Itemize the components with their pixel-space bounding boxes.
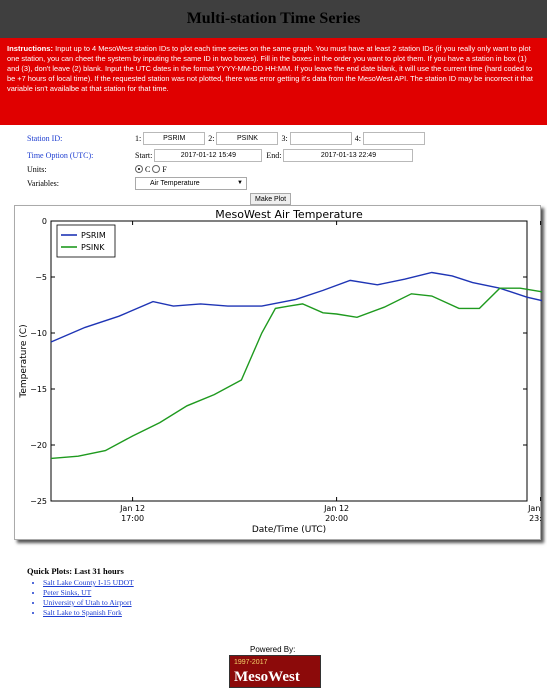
logo-name: MesoWest (234, 669, 300, 685)
plot-frame (50, 220, 528, 502)
quick-plot-link[interactable]: Salt Lake to Spanish Fork (43, 608, 134, 618)
x-tick-label: 20:00 (325, 514, 348, 523)
page-header: Multi-station Time Series (0, 0, 547, 38)
legend-label: PSINK (81, 243, 105, 252)
x-tick-label: Jan 12 (119, 504, 145, 513)
units-c-label: C (145, 164, 151, 174)
x-tick-label: 23:00 (529, 514, 542, 523)
station-1-input[interactable] (143, 131, 206, 145)
variables-row: Variables: Air Temperature ▼ (27, 176, 247, 190)
station-num-1: 1: (135, 133, 142, 143)
series-line-psrim (50, 271, 547, 343)
temperature-chart: MesoWest Air Temperature 0 −5 −10 −15 −20 −25 J… (19, 208, 547, 535)
variable-select[interactable]: Air Temperature ▼ (135, 176, 247, 190)
x-tick-label: Jan 12 (527, 504, 542, 513)
quick-plot-link[interactable]: Peter Sinks, UT (43, 588, 134, 598)
instructions-text: Input up to 4 MesoWest station IDs to pl… (7, 44, 533, 93)
y-tick-label: −5 (35, 273, 47, 282)
x-tick-label: Jan 12 (323, 504, 349, 513)
units-label: Units: (27, 164, 47, 174)
quick-plot-link[interactable]: University of Utah to Airport (43, 598, 134, 608)
logo-years: 1997-2017 (234, 659, 268, 666)
station-3-input[interactable] (289, 131, 352, 145)
x-tick-label: 17:00 (121, 514, 144, 523)
instructions-panel: Instructions: Input up to 4 MesoWest sta… (0, 38, 547, 125)
station-id-label: Station ID: (27, 133, 63, 143)
chart-container: MesoWest Air Temperature 0 −5 −10 −15 −20 −25 J… (14, 205, 547, 540)
series-line-psink (50, 287, 547, 460)
quick-plots: Quick Plots: Last 31 hours Salt Lake Cou… (27, 566, 134, 618)
powered-by-label: Powered By: (250, 645, 296, 654)
station-row: Station ID: 1: 2: 3: 4: (27, 131, 425, 145)
units-c-radio[interactable] (135, 165, 143, 173)
y-tick-label: 0 (42, 217, 47, 226)
time-option-label: Time Option (UTC): (27, 150, 94, 160)
end-date-input[interactable] (283, 148, 414, 162)
legend-label: PSRIM (81, 231, 106, 240)
quick-plots-list: Salt Lake County I-15 UDOT Peter Sinks, … (27, 578, 134, 618)
chevron-down-icon: ▼ (237, 180, 243, 186)
make-plot-button[interactable]: Make Plot (250, 193, 292, 205)
station-num-3: 3: (281, 133, 288, 143)
end-label: End: (266, 150, 282, 160)
units-f-label: F (162, 164, 167, 174)
units-row: Units: C F (27, 162, 169, 176)
quick-plots-title: Quick Plots: Last 31 hours (27, 566, 124, 576)
y-axis-label: Temperature (C) (19, 324, 29, 398)
units-f-radio[interactable] (152, 165, 161, 173)
mesowest-logo[interactable]: 1997-2017 MesoWest (229, 655, 321, 688)
station-2-input[interactable] (216, 131, 279, 145)
y-tick-label: −15 (30, 385, 47, 394)
start-date-input[interactable] (154, 148, 263, 162)
variables-label: Variables: (27, 178, 59, 188)
time-row: Time Option (UTC): Start: End: (27, 148, 414, 162)
instructions-label: Instructions: (7, 44, 53, 53)
station-num-2: 2: (208, 133, 215, 143)
variable-select-value: Air Temperature (150, 179, 200, 187)
station-4-input[interactable] (362, 131, 425, 145)
chart-title: MesoWest Air Temperature (215, 208, 363, 221)
y-tick-label: −20 (30, 441, 47, 450)
page-title: Multi-station Time Series (186, 10, 361, 27)
y-tick-label: −10 (30, 329, 47, 338)
x-axis-label: Date/Time (UTC) (252, 525, 326, 535)
y-tick-label: −25 (30, 497, 47, 506)
legend-box (56, 224, 116, 258)
quick-plot-link[interactable]: Salt Lake County I-15 UDOT (43, 578, 134, 588)
start-label: Start: (135, 150, 153, 160)
station-num-4: 4: (354, 133, 361, 143)
